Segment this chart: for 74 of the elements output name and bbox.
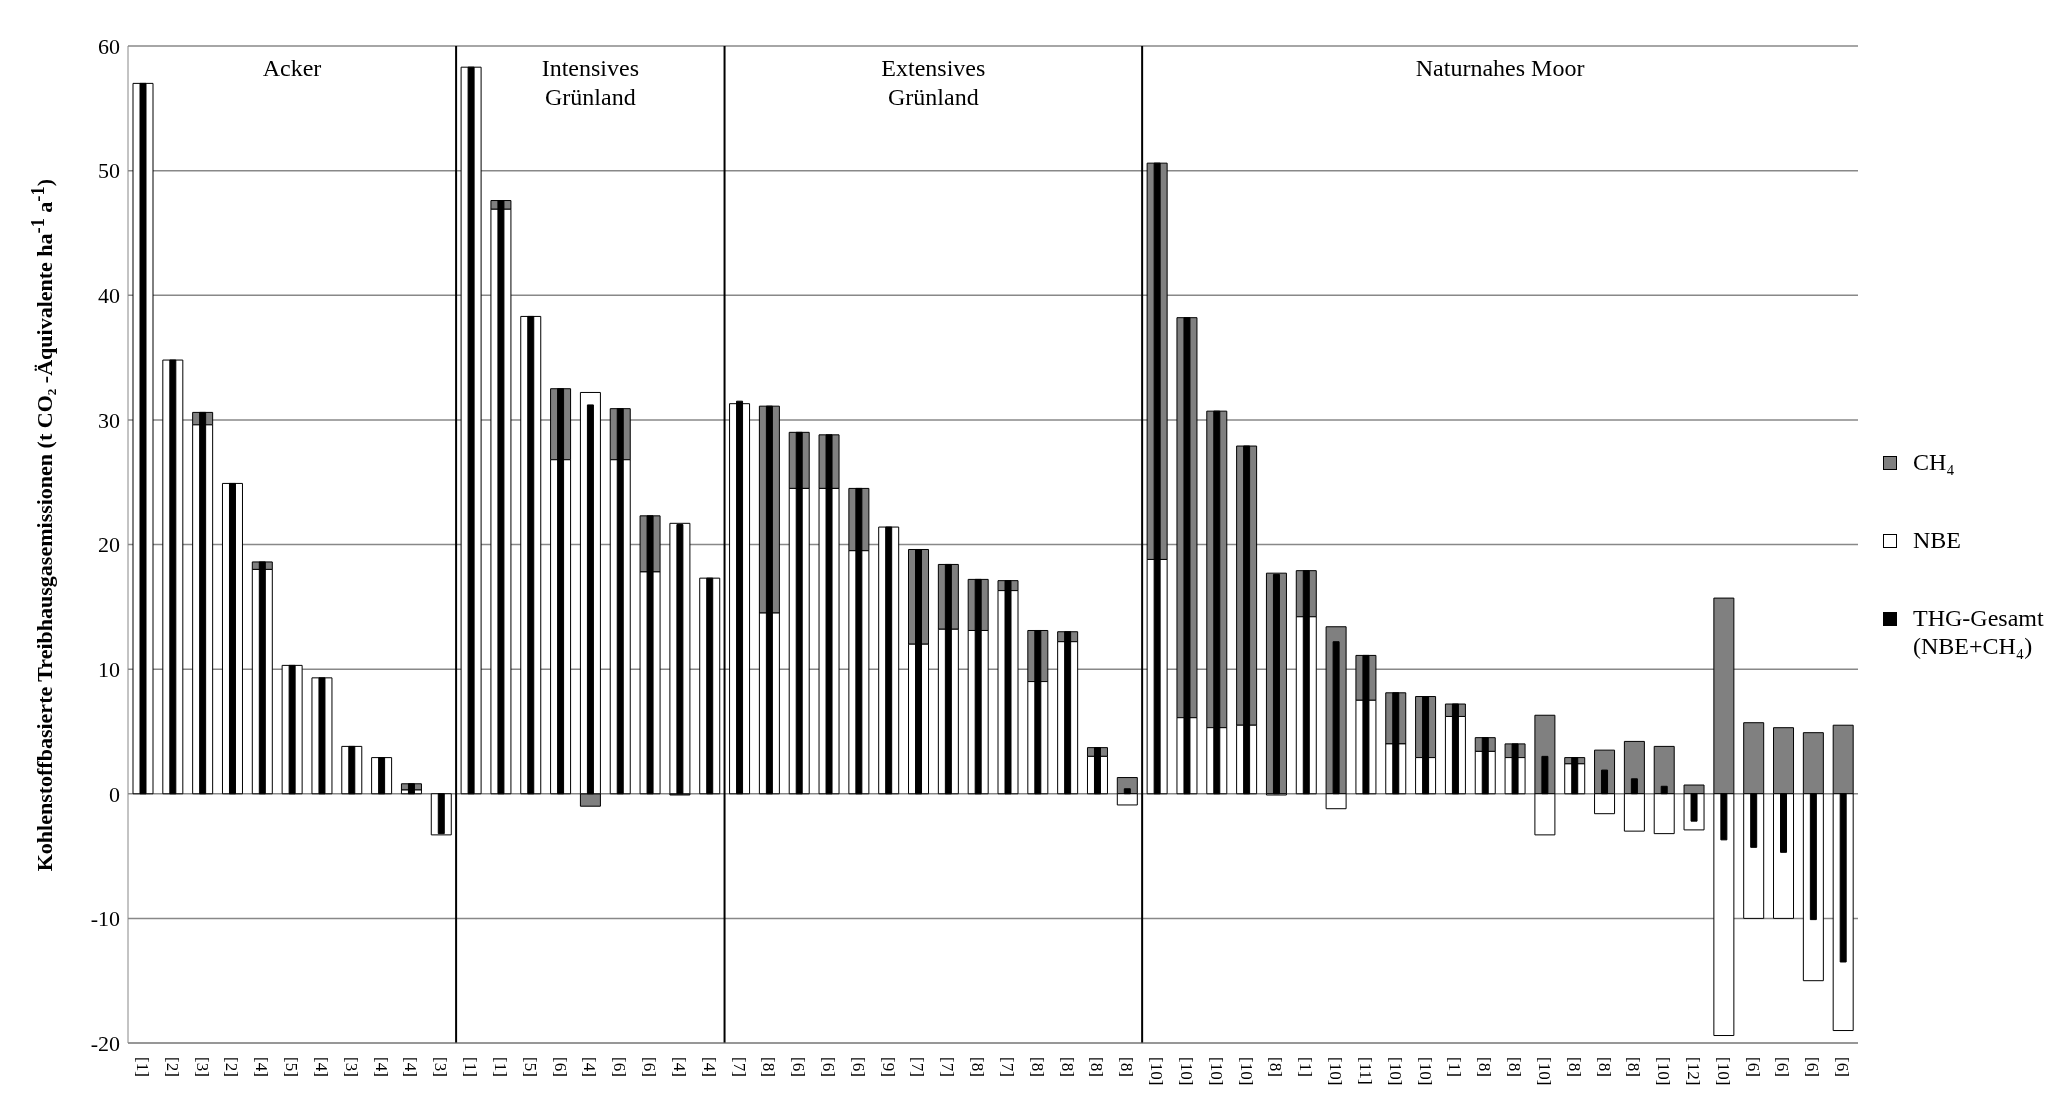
x-tick-label: [8] <box>1475 1057 1495 1077</box>
x-tick-label: [10] <box>1713 1057 1733 1086</box>
x-tick-label: [4] <box>252 1057 272 1077</box>
x-tick-label: [1] <box>490 1057 510 1077</box>
x-tick-label: [3] <box>341 1057 361 1077</box>
x-tick-label: [6] <box>1803 1057 1823 1077</box>
x-tick-label: [6] <box>1833 1057 1853 1077</box>
y-tick-label: -20 <box>90 1030 120 1056</box>
y-tick-label: 60 <box>98 33 120 59</box>
x-tick-label: [8] <box>1624 1057 1644 1077</box>
x-tick-label: [4] <box>580 1057 600 1077</box>
x-tick-label: [7] <box>997 1057 1017 1077</box>
y-tick-label: 40 <box>98 283 120 309</box>
x-tick-label: [6] <box>819 1057 838 1077</box>
x-tick-label: [2] <box>222 1057 242 1077</box>
x-tick-label: [5] <box>520 1057 540 1077</box>
annotation: Intensives Grünland <box>541 55 639 110</box>
annotation: Acker <box>262 55 322 81</box>
x-tick-label: [3] <box>431 1057 451 1077</box>
x-tick-label: [12] <box>1684 1057 1703 1086</box>
annotation: Extensives Grünland <box>881 55 986 110</box>
x-tick-label: [1] <box>132 1057 152 1077</box>
x-tick-label: [8] <box>1266 1057 1286 1077</box>
x-tick-label: [6] <box>1773 1057 1793 1077</box>
x-tick-label: [8] <box>1594 1057 1614 1077</box>
x-tick-label: [10] <box>1236 1057 1256 1086</box>
x-tick-label: [8] <box>1564 1057 1584 1077</box>
x-tick-label: [7] <box>908 1057 928 1077</box>
x-tick-label: [4] <box>699 1057 719 1077</box>
x-tick-label: [4] <box>401 1057 421 1077</box>
x-tick-label: [6] <box>550 1057 570 1077</box>
x-tick-label: [10] <box>1147 1057 1167 1086</box>
legend-label: CH₄ <box>1913 448 1955 476</box>
x-tick-label: [6] <box>789 1057 809 1077</box>
x-tick-label: [9] <box>878 1057 898 1077</box>
x-tick-label: [5] <box>282 1057 302 1077</box>
x-tick-label: [4] <box>311 1057 331 1077</box>
x-tick-label: [8] <box>759 1057 779 1077</box>
x-tick-label: [8] <box>1117 1057 1137 1077</box>
legend-label: THG-Gesamt (NBE+CH₄) <box>1913 604 2045 660</box>
x-tick-label: [3] <box>192 1057 212 1077</box>
x-tick-label: [10] <box>1206 1057 1226 1086</box>
x-tick-label: [10] <box>1385 1057 1405 1086</box>
y-tick-label: 0 <box>109 781 120 807</box>
annotation: Naturnahes Moor <box>1415 55 1585 81</box>
x-tick-label: [8] <box>968 1057 988 1077</box>
x-tick-label: [4] <box>669 1057 689 1077</box>
y-tick-label: -10 <box>90 906 120 932</box>
x-tick-label: [2] <box>162 1057 182 1077</box>
y-tick-label: 30 <box>98 407 120 433</box>
x-tick-label: [8] <box>1057 1057 1077 1077</box>
y-tick-label: 10 <box>98 656 120 682</box>
x-tick-label: [10] <box>1326 1057 1346 1086</box>
x-tick-label: [8] <box>1027 1057 1047 1077</box>
x-tick-label: [1] <box>1296 1057 1316 1077</box>
legend-label: NBE <box>1913 526 1961 554</box>
y-tick-label: 20 <box>98 532 120 558</box>
x-tick-label: [6] <box>848 1057 868 1077</box>
x-tick-label: [7] <box>938 1057 958 1077</box>
x-tick-label: [10] <box>1176 1057 1196 1086</box>
x-tick-label: [10] <box>1654 1057 1674 1086</box>
x-tick-label: [1] <box>461 1057 481 1077</box>
y-tick-label: 50 <box>98 158 120 184</box>
x-tick-label: [6] <box>1743 1057 1763 1077</box>
x-tick-label: [11] <box>1355 1057 1375 1085</box>
x-tick-label: [10] <box>1534 1057 1554 1086</box>
x-tick-label: [8] <box>1087 1057 1107 1077</box>
x-tick-label: [4] <box>371 1057 391 1077</box>
x-tick-label: [10] <box>1415 1057 1435 1086</box>
x-tick-label: [1] <box>1445 1057 1465 1077</box>
x-tick-label: [6] <box>640 1057 660 1077</box>
x-tick-label: [6] <box>610 1057 630 1077</box>
x-tick-label: [7] <box>729 1057 749 1077</box>
x-tick-label: [8] <box>1505 1057 1525 1077</box>
